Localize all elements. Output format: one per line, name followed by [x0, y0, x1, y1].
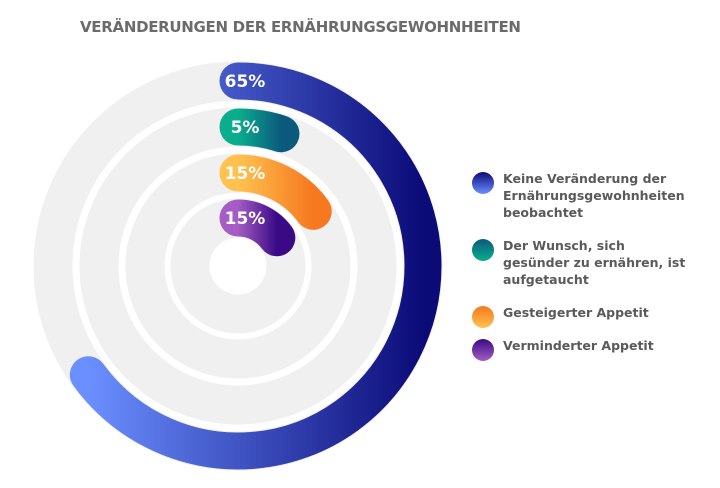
legend-swatch — [472, 339, 494, 361]
data-label: 15% — [225, 164, 266, 184]
legend-label: Verminderter Appetit — [503, 338, 654, 353]
center-hole — [211, 239, 265, 293]
bar-arc — [69, 62, 442, 470]
legend-swatch — [472, 172, 494, 194]
legend-swatch — [472, 306, 494, 328]
data-label: 15% — [225, 209, 266, 229]
legend-label: Keine Veränderung der Ernährungsgewohnhe… — [503, 171, 685, 220]
bar-arc — [219, 154, 332, 230]
legend-swatch — [472, 239, 494, 261]
bar-arc — [219, 108, 300, 153]
legend-label: Der Wunsch, sich gesünder zu ernähren, i… — [503, 238, 686, 287]
legend-item: Verminderter Appetit — [470, 337, 710, 361]
legend-item: Gesteigerter Appetit — [470, 304, 710, 328]
bar-arc — [219, 199, 296, 257]
data-label: 65% — [225, 72, 266, 92]
data-label: 5% — [231, 118, 260, 138]
legend-item: Keine Veränderung der Ernährungsgewohnhe… — [470, 170, 685, 221]
chart-title: VERÄNDERUNGEN DER ERNÄHRUNGSGEWOHNHEITEN — [80, 18, 521, 36]
legend-label: Gesteigerter Appetit — [503, 305, 649, 320]
legend: Keine Veränderung der Ernährungsgewohnhe… — [470, 170, 710, 370]
legend-item: Der Wunsch, sich gesünder zu ernähren, i… — [470, 237, 693, 288]
